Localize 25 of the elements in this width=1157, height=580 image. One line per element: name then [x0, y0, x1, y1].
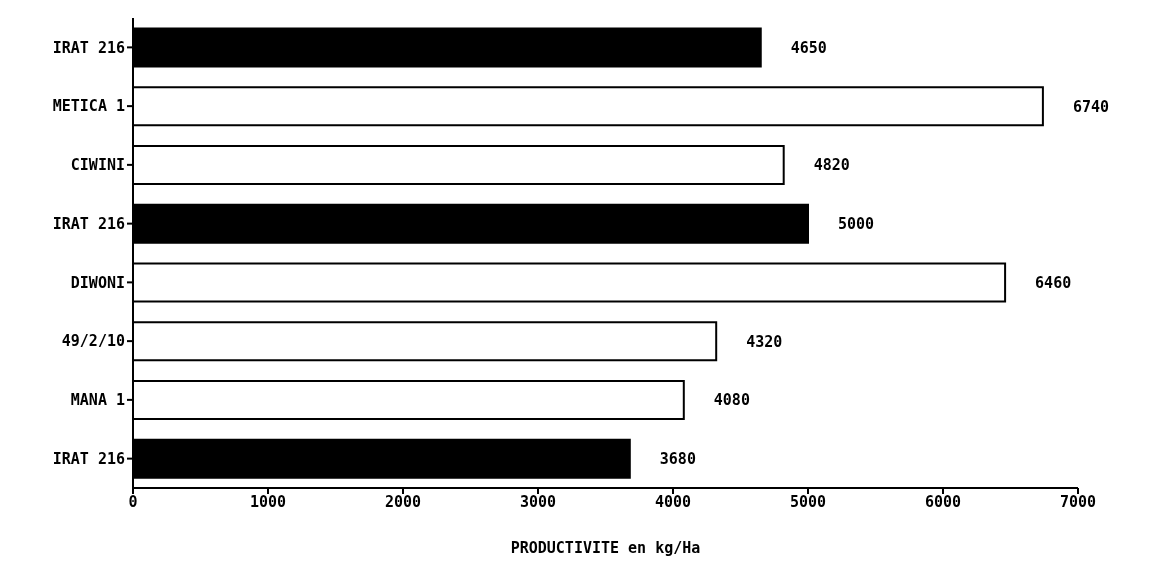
data-label: 6740: [1072, 97, 1110, 116]
x-tick-label: 6000: [924, 492, 962, 511]
y-tick-label: 49/2/10: [61, 332, 125, 351]
y-tick-label: DIWONI: [70, 273, 125, 292]
y-tick-label: METICA 1: [52, 97, 125, 116]
x-axis-title: PRODUCTIVITE en kg/Ha: [510, 539, 701, 557]
x-tick-label: 0: [128, 492, 138, 511]
x-tick-label: 7000: [1059, 492, 1097, 511]
data-label: 6460: [1035, 273, 1072, 292]
x-tick-label: 5000: [789, 492, 827, 511]
data-label: 4820: [813, 156, 850, 175]
x-tick-label: 1000: [249, 492, 287, 511]
x-tick-label: 4000: [654, 492, 692, 511]
data-label: 4080: [713, 391, 750, 410]
data-label: 5000: [838, 215, 875, 234]
y-tick-label: MANA 1: [70, 391, 125, 410]
data-label: 4320: [746, 332, 783, 351]
y-tick-label: IRAT 216: [52, 449, 125, 468]
y-tick-label: IRAT 216: [52, 38, 125, 57]
y-tick-label: IRAT 216: [52, 214, 125, 233]
data-label: 3680: [659, 450, 696, 469]
x-tick-label: 2000: [384, 492, 422, 511]
data-label: 4650: [790, 38, 827, 57]
x-tick-label: 3000: [519, 492, 557, 511]
y-tick-label: CIWINI: [70, 156, 125, 175]
